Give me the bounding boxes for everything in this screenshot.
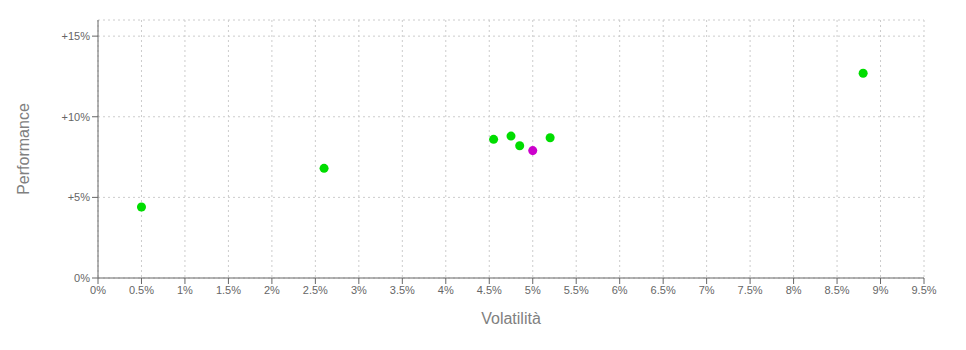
svg-text:1%: 1% (177, 284, 193, 296)
svg-text:0.5%: 0.5% (129, 284, 154, 296)
svg-text:+15%: +15% (62, 30, 91, 42)
svg-text:2.5%: 2.5% (303, 284, 328, 296)
svg-text:+5%: +5% (68, 191, 91, 203)
svg-text:4%: 4% (438, 284, 454, 296)
svg-text:9.5%: 9.5% (911, 284, 936, 296)
svg-text:5%: 5% (525, 284, 541, 296)
svg-text:Performance: Performance (15, 103, 32, 195)
svg-text:3.5%: 3.5% (390, 284, 415, 296)
svg-text:4.5%: 4.5% (477, 284, 502, 296)
svg-text:+10%: +10% (62, 111, 91, 123)
svg-text:5.5%: 5.5% (564, 284, 589, 296)
svg-text:8.5%: 8.5% (825, 284, 850, 296)
svg-text:0%: 0% (74, 272, 90, 284)
svg-text:3%: 3% (351, 284, 367, 296)
svg-text:1.5%: 1.5% (216, 284, 241, 296)
svg-text:7%: 7% (699, 284, 715, 296)
svg-text:7.5%: 7.5% (738, 284, 763, 296)
svg-text:6%: 6% (612, 284, 628, 296)
svg-text:2%: 2% (264, 284, 280, 296)
svg-text:9%: 9% (873, 284, 889, 296)
svg-text:6.5%: 6.5% (651, 284, 676, 296)
svg-text:Volatilità: Volatilità (481, 310, 541, 327)
svg-text:0%: 0% (90, 284, 106, 296)
svg-text:8%: 8% (786, 284, 802, 296)
